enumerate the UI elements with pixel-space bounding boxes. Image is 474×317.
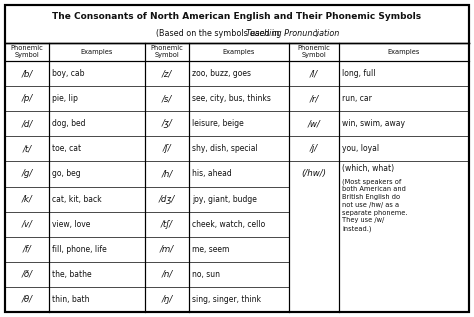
Text: /t/: /t/ bbox=[22, 144, 32, 153]
Text: pie, lip: pie, lip bbox=[52, 94, 78, 103]
Text: go, beg: go, beg bbox=[52, 170, 81, 178]
Text: his, ahead: his, ahead bbox=[192, 170, 232, 178]
Bar bbox=[290, 162, 468, 312]
Text: the, bathe: the, bathe bbox=[52, 270, 91, 279]
Text: sing, singer, think: sing, singer, think bbox=[192, 295, 261, 304]
Text: Phonemic
Symbol: Phonemic Symbol bbox=[298, 46, 330, 59]
Text: thin, bath: thin, bath bbox=[52, 295, 90, 304]
Text: /d/: /d/ bbox=[21, 119, 33, 128]
Text: view, love: view, love bbox=[52, 220, 91, 229]
Text: Phonemic
Symbol: Phonemic Symbol bbox=[10, 46, 44, 59]
Text: /h/: /h/ bbox=[161, 170, 173, 178]
Text: ): ) bbox=[315, 29, 318, 38]
Text: /z/: /z/ bbox=[162, 69, 172, 78]
Text: /ð/: /ð/ bbox=[21, 270, 33, 279]
Text: /g/: /g/ bbox=[21, 170, 33, 178]
Text: leisure, beige: leisure, beige bbox=[192, 119, 244, 128]
Text: shy, dish, special: shy, dish, special bbox=[192, 144, 258, 153]
Text: me, seem: me, seem bbox=[192, 245, 229, 254]
Text: see, city, bus, thinks: see, city, bus, thinks bbox=[192, 94, 271, 103]
Text: /θ/: /θ/ bbox=[21, 295, 33, 304]
Text: /r/: /r/ bbox=[310, 94, 319, 103]
Text: /ʒ/: /ʒ/ bbox=[162, 119, 173, 128]
Text: (Based on the symbols used in: (Based on the symbols used in bbox=[156, 29, 282, 38]
Text: /w/: /w/ bbox=[308, 119, 320, 128]
Text: /l/: /l/ bbox=[310, 69, 318, 78]
Text: Teaching Pronunciation: Teaching Pronunciation bbox=[246, 29, 340, 38]
Bar bbox=[5, 43, 469, 61]
Text: (which, what): (which, what) bbox=[342, 165, 394, 173]
Text: /dʒ/: /dʒ/ bbox=[159, 195, 175, 204]
Text: fill, phone, life: fill, phone, life bbox=[52, 245, 107, 254]
Text: cheek, watch, cello: cheek, watch, cello bbox=[192, 220, 265, 229]
Text: run, car: run, car bbox=[342, 94, 372, 103]
Text: joy, giant, budge: joy, giant, budge bbox=[192, 195, 257, 204]
Text: Phonemic
Symbol: Phonemic Symbol bbox=[151, 46, 183, 59]
Text: Examples: Examples bbox=[388, 49, 420, 55]
Text: long, full: long, full bbox=[342, 69, 375, 78]
Text: (/hw/): (/hw/) bbox=[301, 170, 327, 178]
Text: zoo, buzz, goes: zoo, buzz, goes bbox=[192, 69, 251, 78]
Text: (Most speakers of
both American and
British English do
not use /hw/ as a
separat: (Most speakers of both American and Brit… bbox=[342, 178, 408, 232]
Text: /f/: /f/ bbox=[23, 245, 31, 254]
Text: Examples: Examples bbox=[223, 49, 255, 55]
Text: /tʃ/: /tʃ/ bbox=[161, 220, 173, 229]
Text: /j/: /j/ bbox=[310, 144, 318, 153]
Text: /n/: /n/ bbox=[161, 270, 173, 279]
Text: you, loyal: you, loyal bbox=[342, 144, 379, 153]
Bar bbox=[5, 5, 469, 43]
Text: toe, cat: toe, cat bbox=[52, 144, 81, 153]
Text: /s/: /s/ bbox=[162, 94, 172, 103]
Text: cat, kit, back: cat, kit, back bbox=[52, 195, 101, 204]
Text: The Consonants of North American English and Their Phonemic Symbols: The Consonants of North American English… bbox=[53, 12, 421, 21]
Text: /ŋ/: /ŋ/ bbox=[161, 295, 173, 304]
Text: /ʃ/: /ʃ/ bbox=[163, 144, 171, 153]
Text: /k/: /k/ bbox=[22, 195, 32, 204]
Text: /p/: /p/ bbox=[21, 94, 33, 103]
Text: /m/: /m/ bbox=[160, 245, 174, 254]
Text: win, swim, away: win, swim, away bbox=[342, 119, 405, 128]
Text: /b/: /b/ bbox=[21, 69, 33, 78]
Text: Examples: Examples bbox=[81, 49, 113, 55]
Text: no, sun: no, sun bbox=[192, 270, 220, 279]
Text: boy, cab: boy, cab bbox=[52, 69, 84, 78]
Text: dog, bed: dog, bed bbox=[52, 119, 85, 128]
Text: /v/: /v/ bbox=[21, 220, 32, 229]
